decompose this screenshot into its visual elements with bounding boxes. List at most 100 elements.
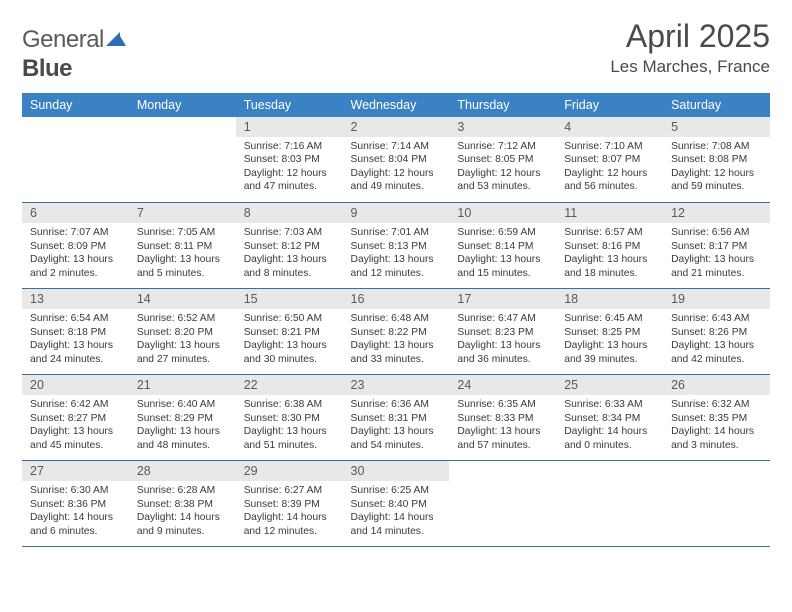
day-number: 8 <box>236 203 343 223</box>
brand-text: GeneralBlue <box>22 26 126 83</box>
day-number: 10 <box>449 203 556 223</box>
week-row: 1Sunrise: 7:16 AMSunset: 8:03 PMDaylight… <box>22 117 770 203</box>
day-number: 30 <box>343 461 450 481</box>
day-cell: 2Sunrise: 7:14 AMSunset: 8:04 PMDaylight… <box>343 117 450 203</box>
day-content: Sunrise: 6:48 AMSunset: 8:22 PMDaylight:… <box>343 309 450 370</box>
col-thursday: Thursday <box>449 93 556 117</box>
day-number: 12 <box>663 203 770 223</box>
day-number: 15 <box>236 289 343 309</box>
day-number: 7 <box>129 203 236 223</box>
day-cell: 30Sunrise: 6:25 AMSunset: 8:40 PMDayligh… <box>343 461 450 547</box>
day-cell: 5Sunrise: 7:08 AMSunset: 8:08 PMDaylight… <box>663 117 770 203</box>
day-number: 24 <box>449 375 556 395</box>
day-number: 26 <box>663 375 770 395</box>
day-content: Sunrise: 6:43 AMSunset: 8:26 PMDaylight:… <box>663 309 770 370</box>
day-number: 2 <box>343 117 450 137</box>
day-number: 13 <box>22 289 129 309</box>
location: Les Marches, France <box>610 57 770 77</box>
day-number: 28 <box>129 461 236 481</box>
day-cell: 22Sunrise: 6:38 AMSunset: 8:30 PMDayligh… <box>236 375 343 461</box>
day-cell: 3Sunrise: 7:12 AMSunset: 8:05 PMDaylight… <box>449 117 556 203</box>
day-cell: 13Sunrise: 6:54 AMSunset: 8:18 PMDayligh… <box>22 289 129 375</box>
day-cell: 14Sunrise: 6:52 AMSunset: 8:20 PMDayligh… <box>129 289 236 375</box>
week-row: 6Sunrise: 7:07 AMSunset: 8:09 PMDaylight… <box>22 203 770 289</box>
day-number: 23 <box>343 375 450 395</box>
day-content: Sunrise: 7:05 AMSunset: 8:11 PMDaylight:… <box>129 223 236 284</box>
day-cell: 9Sunrise: 7:01 AMSunset: 8:13 PMDaylight… <box>343 203 450 289</box>
col-monday: Monday <box>129 93 236 117</box>
day-cell: 28Sunrise: 6:28 AMSunset: 8:38 PMDayligh… <box>129 461 236 547</box>
day-cell: 29Sunrise: 6:27 AMSunset: 8:39 PMDayligh… <box>236 461 343 547</box>
day-content: Sunrise: 6:28 AMSunset: 8:38 PMDaylight:… <box>129 481 236 542</box>
month-title: April 2025 <box>610 18 770 55</box>
day-content: Sunrise: 6:54 AMSunset: 8:18 PMDaylight:… <box>22 309 129 370</box>
day-content: Sunrise: 6:27 AMSunset: 8:39 PMDaylight:… <box>236 481 343 542</box>
title-block: April 2025 Les Marches, France <box>610 18 770 77</box>
day-number: 9 <box>343 203 450 223</box>
day-content: Sunrise: 6:38 AMSunset: 8:30 PMDaylight:… <box>236 395 343 456</box>
day-content: Sunrise: 6:25 AMSunset: 8:40 PMDaylight:… <box>343 481 450 542</box>
day-cell <box>663 461 770 547</box>
day-content: Sunrise: 6:56 AMSunset: 8:17 PMDaylight:… <box>663 223 770 284</box>
day-number: 11 <box>556 203 663 223</box>
day-number: 17 <box>449 289 556 309</box>
day-content: Sunrise: 7:16 AMSunset: 8:03 PMDaylight:… <box>236 137 343 198</box>
day-cell: 27Sunrise: 6:30 AMSunset: 8:36 PMDayligh… <box>22 461 129 547</box>
day-content: Sunrise: 7:12 AMSunset: 8:05 PMDaylight:… <box>449 137 556 198</box>
day-content: Sunrise: 6:42 AMSunset: 8:27 PMDaylight:… <box>22 395 129 456</box>
day-number: 6 <box>22 203 129 223</box>
day-cell: 25Sunrise: 6:33 AMSunset: 8:34 PMDayligh… <box>556 375 663 461</box>
day-cell: 4Sunrise: 7:10 AMSunset: 8:07 PMDaylight… <box>556 117 663 203</box>
day-content: Sunrise: 6:35 AMSunset: 8:33 PMDaylight:… <box>449 395 556 456</box>
day-number: 20 <box>22 375 129 395</box>
day-cell <box>129 117 236 203</box>
day-content: Sunrise: 7:08 AMSunset: 8:08 PMDaylight:… <box>663 137 770 198</box>
day-content: Sunrise: 6:36 AMSunset: 8:31 PMDaylight:… <box>343 395 450 456</box>
col-sunday: Sunday <box>22 93 129 117</box>
day-cell: 6Sunrise: 7:07 AMSunset: 8:09 PMDaylight… <box>22 203 129 289</box>
day-content: Sunrise: 7:01 AMSunset: 8:13 PMDaylight:… <box>343 223 450 284</box>
day-number: 14 <box>129 289 236 309</box>
day-cell: 19Sunrise: 6:43 AMSunset: 8:26 PMDayligh… <box>663 289 770 375</box>
day-number: 1 <box>236 117 343 137</box>
col-saturday: Saturday <box>663 93 770 117</box>
day-cell: 17Sunrise: 6:47 AMSunset: 8:23 PMDayligh… <box>449 289 556 375</box>
brand-part1: General <box>22 26 104 53</box>
day-cell: 16Sunrise: 6:48 AMSunset: 8:22 PMDayligh… <box>343 289 450 375</box>
col-friday: Friday <box>556 93 663 117</box>
day-number: 29 <box>236 461 343 481</box>
day-content: Sunrise: 6:32 AMSunset: 8:35 PMDaylight:… <box>663 395 770 456</box>
day-cell: 12Sunrise: 6:56 AMSunset: 8:17 PMDayligh… <box>663 203 770 289</box>
day-cell: 23Sunrise: 6:36 AMSunset: 8:31 PMDayligh… <box>343 375 450 461</box>
day-cell: 18Sunrise: 6:45 AMSunset: 8:25 PMDayligh… <box>556 289 663 375</box>
day-content: Sunrise: 7:07 AMSunset: 8:09 PMDaylight:… <box>22 223 129 284</box>
day-number: 3 <box>449 117 556 137</box>
day-content: Sunrise: 6:40 AMSunset: 8:29 PMDaylight:… <box>129 395 236 456</box>
day-content: Sunrise: 6:45 AMSunset: 8:25 PMDaylight:… <box>556 309 663 370</box>
calendar-body: 1Sunrise: 7:16 AMSunset: 8:03 PMDaylight… <box>22 117 770 547</box>
day-number: 27 <box>22 461 129 481</box>
brand-mark-icon <box>106 27 126 55</box>
day-cell: 24Sunrise: 6:35 AMSunset: 8:33 PMDayligh… <box>449 375 556 461</box>
week-row: 20Sunrise: 6:42 AMSunset: 8:27 PMDayligh… <box>22 375 770 461</box>
day-content: Sunrise: 6:30 AMSunset: 8:36 PMDaylight:… <box>22 481 129 542</box>
col-tuesday: Tuesday <box>236 93 343 117</box>
day-cell: 21Sunrise: 6:40 AMSunset: 8:29 PMDayligh… <box>129 375 236 461</box>
day-number: 4 <box>556 117 663 137</box>
week-row: 13Sunrise: 6:54 AMSunset: 8:18 PMDayligh… <box>22 289 770 375</box>
day-header-row: Sunday Monday Tuesday Wednesday Thursday… <box>22 93 770 117</box>
calendar-table: Sunday Monday Tuesday Wednesday Thursday… <box>22 93 770 548</box>
day-cell: 26Sunrise: 6:32 AMSunset: 8:35 PMDayligh… <box>663 375 770 461</box>
day-cell: 8Sunrise: 7:03 AMSunset: 8:12 PMDaylight… <box>236 203 343 289</box>
day-content: Sunrise: 7:03 AMSunset: 8:12 PMDaylight:… <box>236 223 343 284</box>
day-number: 21 <box>129 375 236 395</box>
day-cell <box>22 117 129 203</box>
day-cell: 15Sunrise: 6:50 AMSunset: 8:21 PMDayligh… <box>236 289 343 375</box>
day-number: 25 <box>556 375 663 395</box>
col-wednesday: Wednesday <box>343 93 450 117</box>
day-cell: 11Sunrise: 6:57 AMSunset: 8:16 PMDayligh… <box>556 203 663 289</box>
brand-part2: Blue <box>22 55 72 82</box>
day-number: 5 <box>663 117 770 137</box>
day-content: Sunrise: 6:47 AMSunset: 8:23 PMDaylight:… <box>449 309 556 370</box>
day-number: 16 <box>343 289 450 309</box>
